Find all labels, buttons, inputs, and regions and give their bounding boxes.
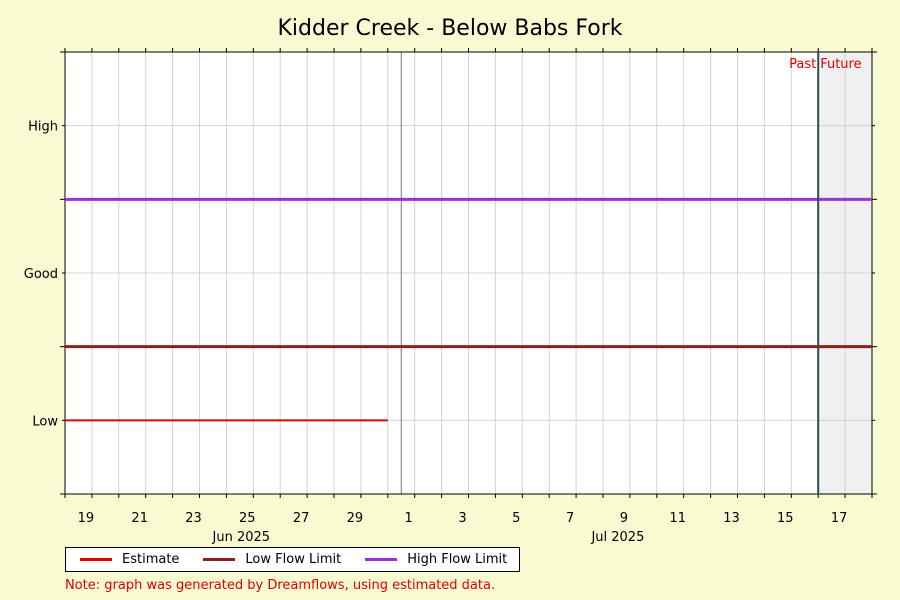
x-tick-label: 29 [347,511,364,526]
future-label: Future [820,57,861,72]
legend-swatch-estimate [80,558,112,561]
legend-label-high-flow: High Flow Limit [407,552,508,567]
past-label: Past [789,57,816,72]
legend-swatch-low-flow [203,558,236,561]
legend-item-low-flow: Low Flow Limit [203,552,341,567]
x-tick-label: 7 [566,511,574,526]
x-tick-label: 13 [723,511,740,526]
legend: Estimate Low Flow Limit High Flow Limit [65,547,520,572]
x-tick-label: 17 [831,511,848,526]
month-label: Jun 2025 [212,530,271,545]
x-tick-label: 1 [405,511,413,526]
legend-swatch-high-flow [365,558,398,561]
x-tick-label: 15 [777,511,794,526]
month-label: Jul 2025 [590,530,644,545]
x-tick-label: 3 [458,511,466,526]
x-tick-label: 5 [512,511,520,526]
x-tick-label: 23 [185,511,202,526]
y-tick-label: Low [32,414,58,429]
x-tick-label: 11 [669,511,686,526]
chart-title: Kidder Creek - Below Babs Fork [278,16,623,41]
x-tick-label: 19 [78,511,95,526]
legend-label-estimate: Estimate [122,552,180,567]
legend-label-low-flow: Low Flow Limit [245,552,342,567]
y-tick-label: High [28,120,58,135]
x-tick-label: 21 [131,511,148,526]
legend-item-estimate: Estimate [80,552,179,567]
x-tick-label: 27 [293,511,310,526]
footnote: Note: graph was generated by Dreamflows,… [65,578,496,593]
legend-item-high-flow: High Flow Limit [365,552,507,567]
x-tick-label: 25 [239,511,256,526]
y-tick-label: Good [24,267,58,282]
x-tick-label: 9 [620,511,628,526]
